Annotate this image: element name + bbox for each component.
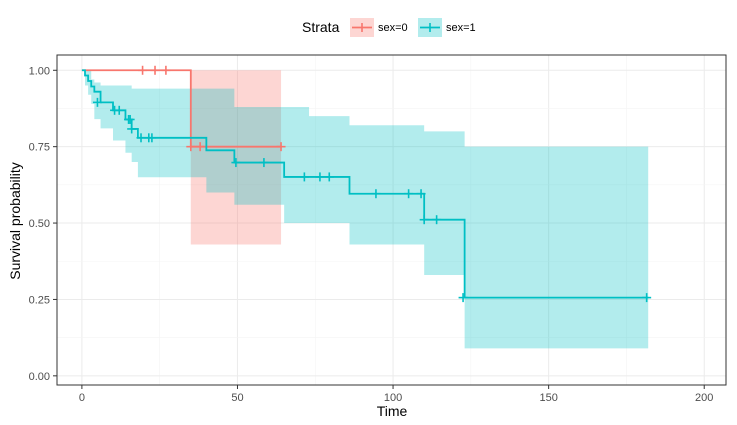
plot-panel-border [56, 54, 727, 386]
censor-mark [458, 293, 468, 303]
survival-curve-sex-0 [81, 69, 282, 148]
y-tick-label: 0.25 [29, 294, 50, 306]
censor-mark [125, 114, 135, 124]
x-axis-title: Time [377, 403, 408, 419]
y-tick-label: 0.50 [29, 218, 50, 230]
y-tick-label: 0.00 [29, 371, 50, 383]
censor-marks [92, 65, 652, 303]
censor-mark [432, 215, 442, 225]
legend-title: Strata [302, 19, 340, 35]
y-axis: 0.00 0.25 0.50 0.75 1.00 [29, 65, 57, 383]
censor-mark [138, 65, 148, 75]
censor-mark [127, 124, 137, 134]
x-tick-label: 0 [79, 392, 85, 404]
legend-label: sex=0 [378, 22, 408, 34]
censor-mark [259, 158, 269, 168]
legend-label: sex=1 [446, 22, 476, 34]
censor-mark [92, 97, 102, 107]
confidence-bands [81, 70, 649, 349]
censor-mark [147, 133, 157, 143]
plot-panel [57, 55, 726, 385]
legend-entry-sex-0: sex=0 [350, 18, 408, 37]
x-axis: 0 50 100 150 200 [79, 385, 713, 404]
ci-band-sex-0 [81, 70, 282, 245]
legend-entry-sex-1: sex=1 [418, 18, 476, 37]
censor-mark [114, 105, 124, 115]
censor-mark [642, 293, 652, 303]
censor-mark [299, 172, 309, 182]
censor-mark [416, 189, 426, 199]
x-tick-label: 100 [384, 392, 402, 404]
censor-mark [195, 142, 205, 152]
censor-mark [315, 172, 325, 182]
censor-mark [324, 172, 334, 182]
censor-mark [276, 142, 286, 152]
y-tick-label: 1.00 [29, 65, 50, 77]
grid [57, 55, 726, 385]
censor-mark [404, 189, 414, 199]
ci-band-sex-1 [81, 70, 649, 349]
censor-mark [161, 65, 171, 75]
censor-mark [136, 133, 146, 143]
legend: Strata sex=0 sex=1 [302, 18, 476, 37]
x-tick-label: 50 [231, 392, 243, 404]
censor-mark [371, 189, 381, 199]
censor-mark [231, 158, 241, 168]
y-tick-label: 0.75 [29, 142, 50, 154]
y-axis-title: Survival probability [7, 162, 23, 280]
x-tick-label: 200 [695, 392, 713, 404]
x-tick-label: 150 [539, 392, 557, 404]
censor-mark [150, 65, 160, 75]
censor-mark [186, 142, 196, 152]
censor-mark [419, 215, 429, 225]
